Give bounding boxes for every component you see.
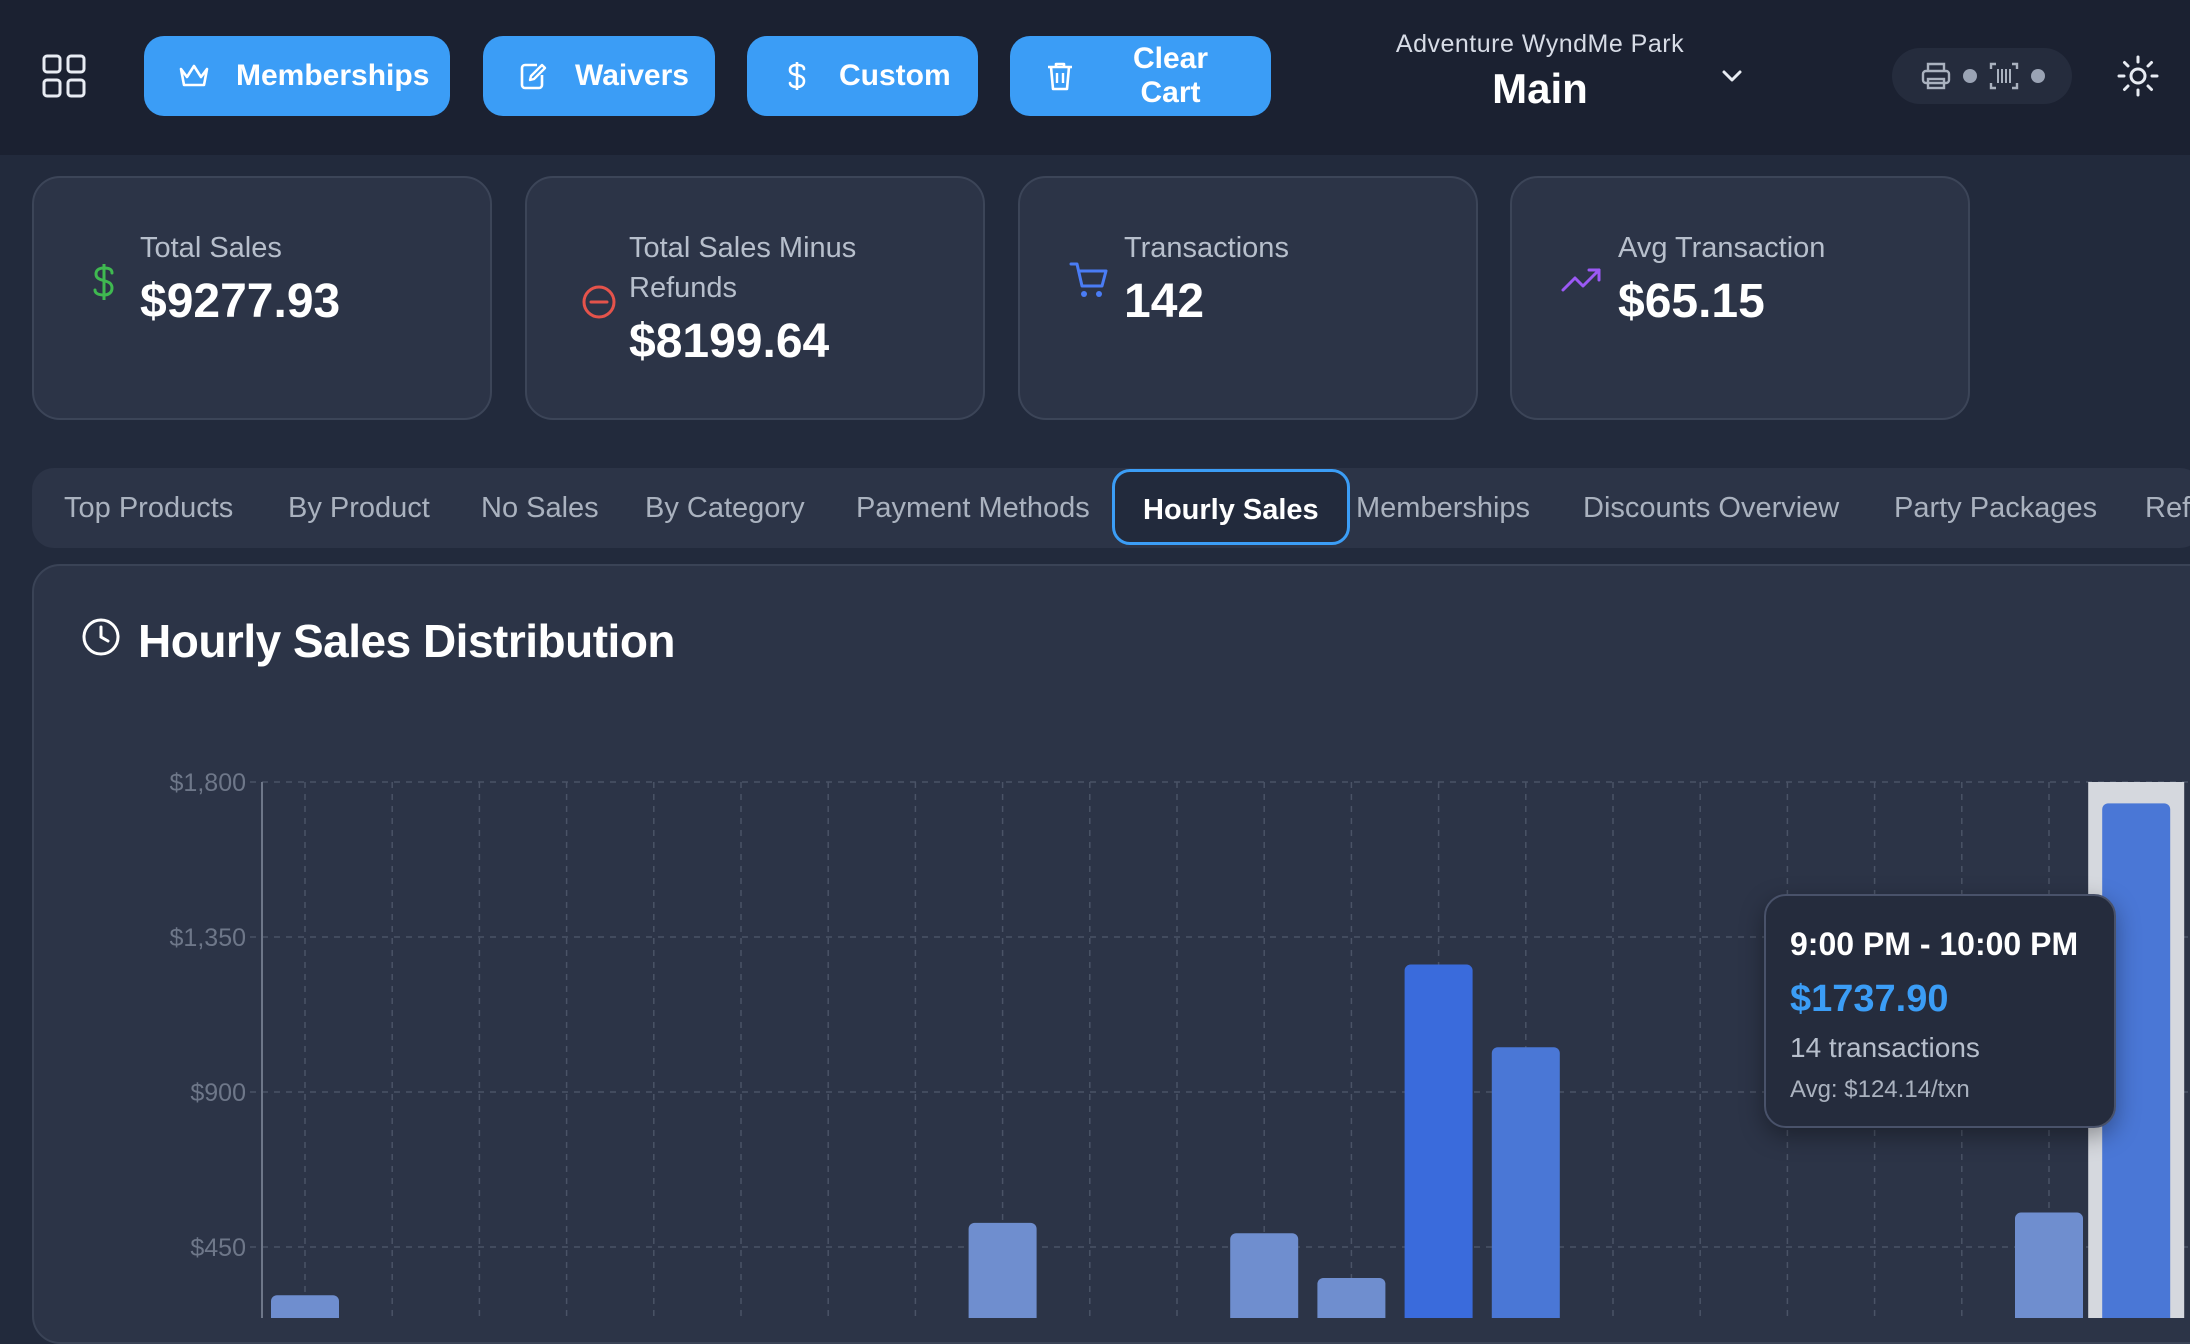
report-tabs: Top Products By Product No Sales By Cate…: [32, 468, 2190, 548]
stat-label: Total Sales Minus Refunds: [629, 232, 857, 304]
panel-title: Hourly Sales Distribution: [138, 615, 676, 667]
trash-icon: [1048, 62, 1072, 91]
tooltip-amount: $1737.90: [1790, 978, 1949, 1020]
stat-label: Total Sales: [140, 232, 282, 264]
printer-icon: [1921, 62, 1951, 90]
tab-by-product[interactable]: By Product: [288, 492, 430, 524]
apps-grid-icon[interactable]: [42, 54, 86, 98]
chart-bar-8: [968, 1222, 1037, 1318]
location-park-name: Adventure WyndMe Park: [1395, 30, 1685, 58]
tab-discounts-overview[interactable]: Discounts Overview: [1583, 492, 1840, 524]
edit-document-icon: [520, 63, 547, 90]
sun-icon[interactable]: [2116, 54, 2160, 98]
waivers-button[interactable]: Waivers: [483, 36, 715, 116]
barcode-scanner-icon: [1989, 62, 2019, 90]
chart-bar-21: [2102, 803, 2171, 1318]
trending-up-icon: [1561, 268, 1601, 292]
stat-card-total-sales: Total Sales $9277.93: [32, 176, 492, 420]
memberships-button-label: Memberships: [236, 59, 430, 92]
custom-button[interactable]: Custom: [747, 36, 978, 116]
dollar-icon: [93, 264, 114, 300]
chart-bar-13: [1404, 964, 1473, 1318]
y-tick-label: $1,350: [170, 924, 246, 952]
tab-party-packages[interactable]: Party Packages: [1894, 492, 2098, 524]
chart-bar-11: [1230, 1233, 1299, 1318]
waivers-button-label: Waivers: [575, 59, 689, 92]
tooltip-time: 9:00 PM - 10:00 PM: [1790, 926, 2079, 962]
y-tick-label: $1,800: [170, 769, 246, 797]
tab-memberships[interactable]: Memberships: [1356, 492, 1531, 524]
tab-refunds[interactable]: Ref: [2145, 492, 2190, 524]
scanner-status-dot: [2031, 69, 2045, 83]
stat-card-sales-minus-refunds: Total Sales Minus Refunds $8199.64: [525, 176, 985, 420]
stat-card-avg-transaction: Avg Transaction $65.15: [1510, 176, 1970, 420]
tab-hourly-sales[interactable]: Hourly Sales: [1112, 469, 1350, 545]
top-bar: Memberships Waivers Custom Clear Cart Ad…: [0, 0, 2190, 155]
stat-label: Transactions: [1124, 232, 1289, 264]
chevron-down-icon[interactable]: [1716, 60, 1748, 92]
custom-button-label: Custom: [839, 59, 951, 92]
printer-status-dot: [1963, 69, 1977, 83]
y-tick-label: $450: [190, 1234, 246, 1262]
tooltip-average: Avg: $124.14/txn: [1790, 1076, 1970, 1103]
y-tick-label: $900: [190, 1079, 246, 1107]
chart-bar-0: [271, 1295, 339, 1318]
chart-bar-20: [2015, 1212, 2083, 1318]
stat-card-transactions: Transactions 142: [1018, 176, 1478, 420]
clock-icon: [82, 618, 120, 656]
stat-value: $8199.64: [629, 315, 830, 368]
crown-icon: [179, 64, 209, 87]
clear-cart-button[interactable]: Clear Cart: [1010, 36, 1271, 116]
tooltip-transactions: 14 transactions: [1790, 1032, 1980, 1063]
cart-icon: [1069, 262, 1108, 297]
dollar-icon: [788, 62, 806, 90]
tab-by-category[interactable]: By Category: [645, 492, 805, 524]
memberships-button[interactable]: Memberships: [144, 36, 450, 116]
minus-circle-icon: [582, 285, 616, 319]
clear-cart-button-label: Clear Cart: [1132, 42, 1209, 109]
chart-bar-14: [1491, 1047, 1560, 1318]
tab-no-sales[interactable]: No Sales: [481, 492, 599, 524]
stat-label: Avg Transaction: [1618, 232, 1826, 264]
tab-top-products[interactable]: Top Products: [64, 492, 234, 524]
location-name: Main: [1492, 65, 1588, 112]
tab-payment-methods[interactable]: Payment Methods: [856, 492, 1090, 524]
stat-value: 142: [1124, 275, 1205, 328]
stat-value: $65.15: [1618, 275, 1765, 328]
chart-bar-12: [1317, 1278, 1386, 1318]
location-selector[interactable]: Adventure WyndMe Park Main: [1380, 30, 1700, 113]
stat-value: $9277.93: [140, 275, 341, 328]
device-status[interactable]: [1892, 48, 2072, 104]
chart-tooltip: 9:00 PM - 10:00 PM $1737.90 14 transacti…: [1764, 894, 2116, 1128]
